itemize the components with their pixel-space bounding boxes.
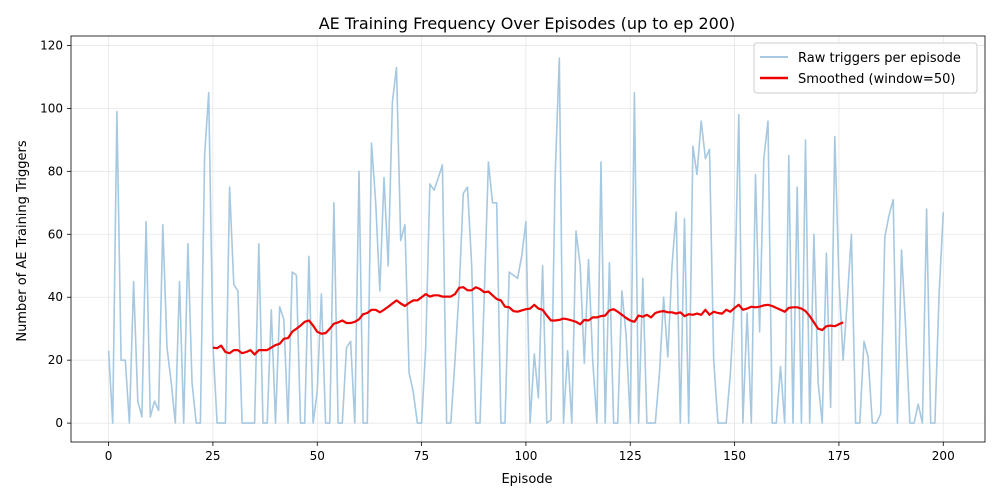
y-tick-label: 20: [48, 353, 63, 367]
x-tick-label: 150: [723, 449, 746, 463]
legend-label-raw: Raw triggers per episode: [798, 51, 961, 66]
y-axis-label: Number of AE Training Triggers: [15, 140, 30, 342]
y-tick-label: 40: [48, 290, 63, 304]
x-tick-label: 200: [932, 449, 955, 463]
x-tick-label: 125: [619, 449, 642, 463]
raw-triggers-line: [107, 57, 945, 424]
y-tick-label: 100: [40, 101, 63, 115]
x-tick-label: 50: [310, 449, 325, 463]
x-axis-label: Episode: [501, 472, 552, 487]
plot-frame: [70, 35, 986, 443]
x-tick-label: 175: [827, 449, 850, 463]
smoothed-line: [212, 286, 844, 356]
y-tick-label: 60: [48, 227, 63, 241]
x-tick-label: 25: [205, 449, 220, 463]
y-tick-label: 120: [40, 38, 63, 52]
x-tick-label: 75: [414, 449, 429, 463]
x-tick-label: 100: [514, 449, 537, 463]
y-tick-label: 0: [55, 416, 63, 430]
x-tick-label: 0: [105, 449, 113, 463]
legend-box: [753, 42, 978, 94]
legend: Raw triggers per episode Smoothed (windo…: [753, 42, 978, 94]
series-layer: [107, 57, 945, 424]
axes: 0 25 50 75 100 125 150 175 200 0 20 40 60 80 100 120: [40, 38, 955, 463]
y-tick-label: 80: [48, 164, 63, 178]
chart-title: AE Training Frequency Over Episodes (up …: [319, 14, 736, 33]
legend-label-smoothed: Smoothed (window=50): [798, 72, 955, 87]
